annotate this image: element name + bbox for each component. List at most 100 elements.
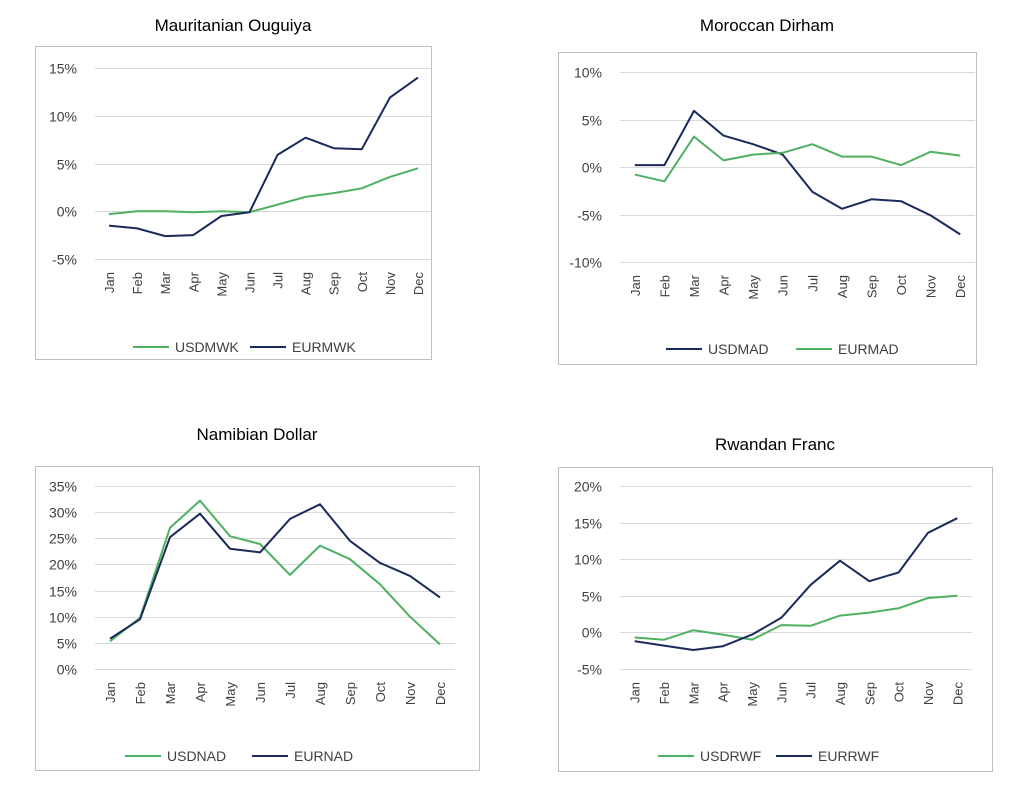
legend-label: USDMAD: [708, 341, 769, 357]
legend-label: EURRWF: [818, 748, 879, 764]
y-tick-label: -5%: [577, 662, 602, 678]
series-line-usdrwf: [634, 594, 958, 641]
x-tick-label: May: [214, 272, 229, 297]
x-tick-label: Apr: [717, 274, 732, 295]
x-tick-label: Jan: [628, 682, 643, 703]
x-tick-label: Jan: [628, 275, 643, 296]
y-tick-label: 5%: [582, 113, 602, 129]
chart-4: -5% 0% 5% 10% 15% 20% Jan Feb Mar Apr May Jun Jul Aug…: [558, 467, 993, 772]
legend-label: USDNAD: [167, 748, 226, 764]
x-tick-label: Sep: [327, 272, 342, 295]
x-tick-label: Jun: [242, 272, 257, 293]
x-tick-label: Nov: [403, 682, 418, 706]
x-tick-label: Jun: [253, 682, 268, 703]
x-tick-label: Feb: [657, 682, 672, 704]
x-tick-label: Jun: [774, 682, 789, 703]
x-tick-label: Nov: [921, 682, 936, 706]
y-tick-label: 5%: [57, 157, 77, 173]
legend-label: USDRWF: [700, 748, 761, 764]
x-tick-label: Aug: [835, 275, 850, 298]
chart-frame: [35, 46, 432, 360]
x-tick-label: Mar: [687, 274, 702, 297]
y-tick-label: -10%: [569, 255, 602, 271]
y-tick-label: 25%: [49, 531, 77, 547]
x-tick-label: Apr: [716, 681, 731, 702]
x-tick-label: Oct: [894, 275, 909, 296]
x-tick-label: Mar: [163, 681, 178, 704]
y-tick-label: 10%: [574, 65, 602, 81]
y-tick-label: 0%: [582, 625, 602, 641]
y-tick-label: 10%: [574, 552, 602, 568]
x-tick-label: Jul: [804, 682, 819, 699]
legend-label: USDMWK: [175, 339, 239, 355]
x-tick-label: Oct: [355, 272, 370, 293]
chart-frame: [558, 52, 977, 365]
series-line-eurmwk: [108, 76, 419, 238]
x-tick-label: Sep: [343, 682, 358, 705]
x-tick-label: Feb: [133, 682, 148, 704]
chart-title-dirham: Moroccan Dirham: [699, 16, 835, 35]
chart-title-rwandan: Rwandan Franc: [714, 435, 835, 454]
x-tick-label: May: [745, 682, 760, 707]
y-tick-label: 5%: [57, 636, 77, 652]
x-tick-label: Jul: [805, 275, 820, 292]
chart-2: -10% -5% 0% 5% 10% Jan Feb Mar Apr May Jun Jul Aug Se…: [558, 52, 977, 365]
y-tick-label: -5%: [577, 208, 602, 224]
x-tick-label: Aug: [313, 682, 328, 705]
x-tick-label: Dec: [411, 272, 426, 296]
x-tick-label: Dec: [953, 275, 968, 299]
x-tick-label: Sep: [864, 275, 879, 298]
x-tick-label: Apr: [193, 681, 208, 702]
y-tick-label: 30%: [49, 505, 77, 521]
y-tick-label: 0%: [57, 204, 77, 220]
x-tick-label: Aug: [833, 682, 848, 705]
x-tick-label: Jul: [271, 272, 286, 289]
y-tick-label: 20%: [49, 557, 77, 573]
y-tick-label: 15%: [49, 584, 77, 600]
x-tick-label: Mar: [158, 271, 173, 294]
x-tick-label: Jan: [102, 272, 117, 293]
x-tick-label: Nov: [924, 275, 939, 299]
y-tick-label: 0%: [57, 662, 77, 678]
x-tick-label: Nov: [383, 272, 398, 296]
series-line-eurrwf: [634, 517, 958, 651]
x-tick-label: Oct: [373, 682, 388, 703]
y-tick-label: -5%: [52, 252, 77, 268]
x-tick-label: Oct: [892, 682, 907, 703]
y-tick-label: 0%: [582, 160, 602, 176]
x-tick-label: Apr: [186, 271, 201, 292]
series-line-usdnad: [109, 499, 441, 646]
y-tick-label: 35%: [49, 479, 77, 495]
legend-label: EURNAD: [294, 748, 353, 764]
x-tick-label: Jul: [283, 682, 298, 699]
x-tick-label: Dec: [950, 682, 965, 706]
chart-title-namibian: Namibian Dollar: [196, 425, 318, 444]
series-line-usdmwk: [108, 167, 419, 216]
y-tick-label: 15%: [49, 61, 77, 77]
y-tick-label: 5%: [582, 589, 602, 605]
y-tick-label: 10%: [49, 610, 77, 626]
chart-frame: [35, 466, 480, 771]
chart-frame: [558, 467, 993, 772]
x-tick-label: Aug: [299, 272, 314, 295]
x-tick-label: Mar: [686, 681, 701, 704]
chart-title-ouguiya: Mauritanian Ouguiya: [154, 16, 312, 35]
x-tick-label: Jan: [103, 682, 118, 703]
x-tick-label: Feb: [130, 272, 145, 294]
x-tick-label: Feb: [657, 275, 672, 297]
x-tick-label: May: [223, 682, 238, 707]
series-line-eurnad: [109, 503, 441, 640]
x-tick-label: Sep: [862, 682, 877, 705]
x-tick-label: Dec: [433, 682, 448, 706]
x-tick-label: May: [746, 275, 761, 300]
series-line-eurmad: [634, 135, 961, 183]
chart-3: 0% 5% 10% 15% 20% 25% 30% 35% Jan Feb Mar Apr May Jun…: [35, 466, 480, 771]
y-tick-label: 15%: [574, 516, 602, 532]
legend-label: EURMWK: [292, 339, 356, 355]
y-tick-label: 20%: [574, 479, 602, 495]
x-tick-label: Jun: [776, 275, 791, 296]
series-line-usdmad: [634, 109, 961, 236]
legend-label: EURMAD: [838, 341, 899, 357]
chart-1: -5% 0% 5% 10% 15% Jan Feb Mar Apr May Jun Jul Aug Sep…: [35, 46, 432, 360]
